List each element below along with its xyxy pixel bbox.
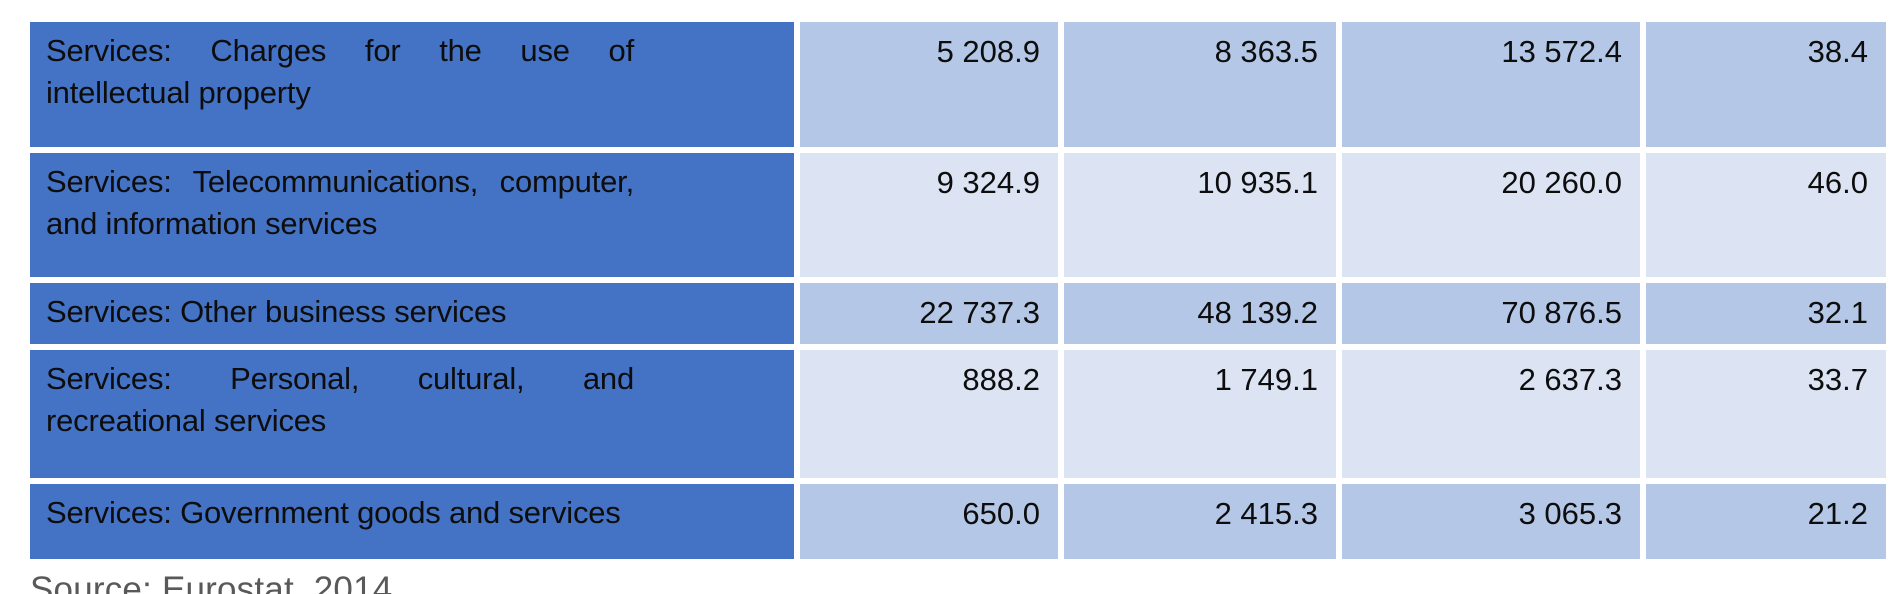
value-cell: 5 208.9 <box>797 19 1061 150</box>
table-row: Services: Personal, cultural, and recrea… <box>27 347 1889 481</box>
value-cell: 888.2 <box>797 347 1061 481</box>
value-cell: 22 737.3 <box>797 280 1061 347</box>
value-cell: 32.1 <box>1643 280 1889 347</box>
table-row: Services: Charges for the use of intelle… <box>27 19 1889 150</box>
value-cell: 10 935.1 <box>1061 150 1339 280</box>
value-cell: 1 749.1 <box>1061 347 1339 481</box>
row-label-cell: Services: Government goods and services <box>27 481 797 562</box>
value-cell: 70 876.5 <box>1339 280 1643 347</box>
value-cell: 650.0 <box>797 481 1061 562</box>
value-cell: 48 139.2 <box>1061 280 1339 347</box>
value-cell: 38.4 <box>1643 19 1889 150</box>
value-cell: 20 260.0 <box>1339 150 1643 280</box>
table-row: Services: Government goods and services … <box>27 481 1889 562</box>
value-cell: 3 065.3 <box>1339 481 1643 562</box>
value-cell: 33.7 <box>1643 347 1889 481</box>
value-cell: 8 363.5 <box>1061 19 1339 150</box>
table-row: Services: Other business services 22 737… <box>27 280 1889 347</box>
value-cell: 46.0 <box>1643 150 1889 280</box>
value-cell: 2 415.3 <box>1061 481 1339 562</box>
row-label-cell: Services: Personal, cultural, and recrea… <box>27 347 797 481</box>
services-data-table: Services: Charges for the use of intelle… <box>27 19 1889 562</box>
row-label-cell: Services: Other business services <box>27 280 797 347</box>
value-cell: 9 324.9 <box>797 150 1061 280</box>
table-row: Services: Telecommunications, computer, … <box>27 150 1889 280</box>
row-label-cell: Services: Telecommunications, computer, … <box>27 150 797 280</box>
value-cell: 13 572.4 <box>1339 19 1643 150</box>
value-cell: 2 637.3 <box>1339 347 1643 481</box>
value-cell: 21.2 <box>1643 481 1889 562</box>
row-label-cell: Services: Charges for the use of intelle… <box>27 19 797 150</box>
source-note: Source: Eurostat, 2014 <box>30 570 393 594</box>
